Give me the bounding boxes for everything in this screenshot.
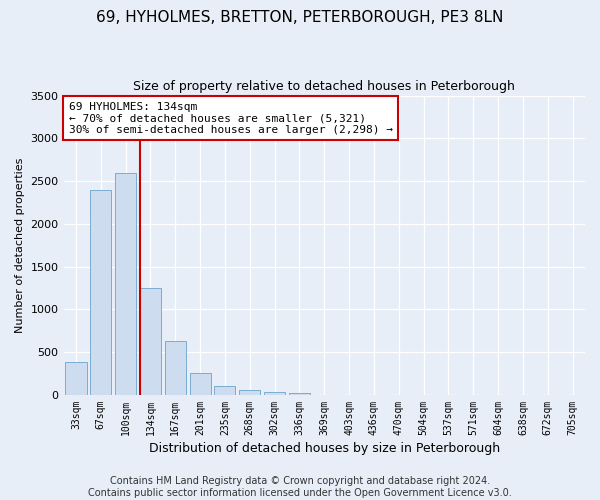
X-axis label: Distribution of detached houses by size in Peterborough: Distribution of detached houses by size … bbox=[149, 442, 500, 455]
Bar bbox=[165, 341, 186, 395]
Bar bbox=[190, 372, 211, 395]
Text: 69 HYHOLMES: 134sqm
← 70% of detached houses are smaller (5,321)
30% of semi-det: 69 HYHOLMES: 134sqm ← 70% of detached ho… bbox=[69, 102, 393, 134]
Y-axis label: Number of detached properties: Number of detached properties bbox=[15, 158, 25, 333]
Bar bbox=[239, 390, 260, 395]
Bar bbox=[115, 172, 136, 395]
Text: Contains HM Land Registry data © Crown copyright and database right 2024.
Contai: Contains HM Land Registry data © Crown c… bbox=[88, 476, 512, 498]
Bar bbox=[140, 288, 161, 395]
Title: Size of property relative to detached houses in Peterborough: Size of property relative to detached ho… bbox=[133, 80, 515, 93]
Bar bbox=[65, 362, 86, 395]
Bar bbox=[214, 386, 235, 395]
Bar bbox=[289, 393, 310, 395]
Text: 69, HYHOLMES, BRETTON, PETERBOROUGH, PE3 8LN: 69, HYHOLMES, BRETTON, PETERBOROUGH, PE3… bbox=[97, 10, 503, 25]
Bar bbox=[264, 392, 285, 395]
Bar bbox=[90, 190, 112, 395]
